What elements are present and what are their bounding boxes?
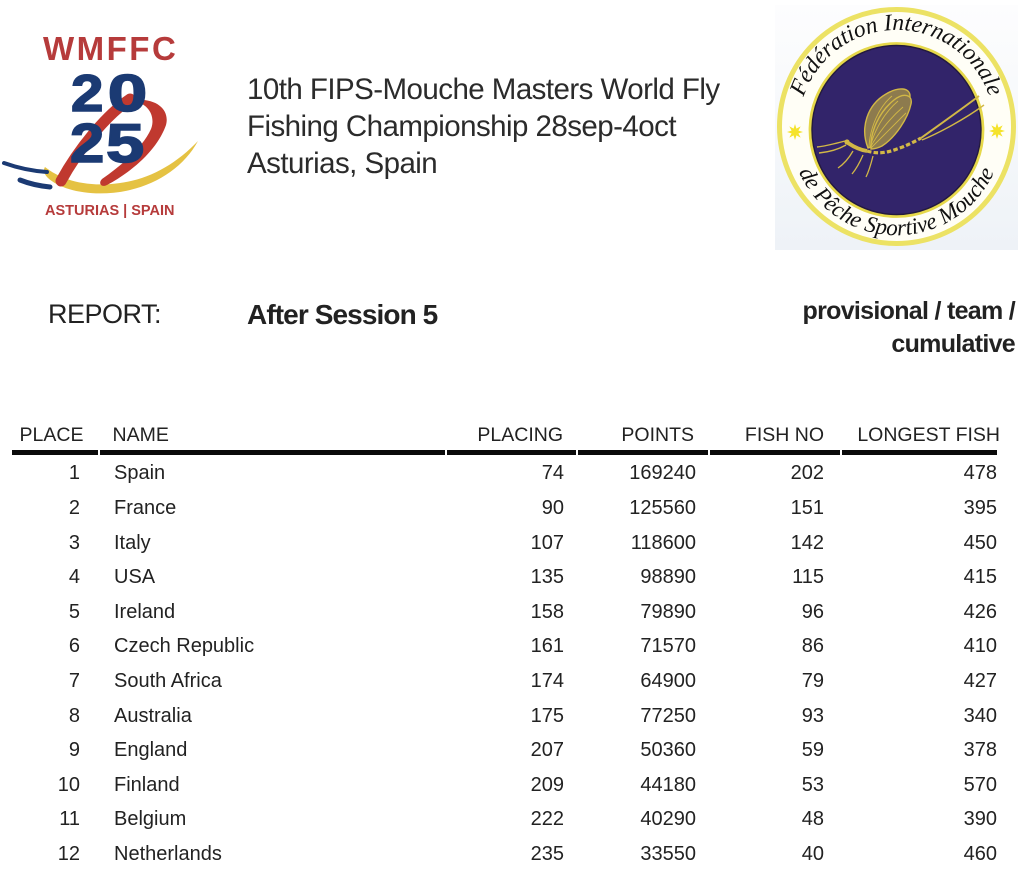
svg-text:2: 2	[71, 64, 103, 122]
svg-text:5: 5	[106, 113, 144, 174]
svg-text:ASTURIAS | SPAIN: ASTURIAS | SPAIN	[45, 203, 174, 219]
svg-text:2: 2	[70, 113, 104, 174]
svg-text:0: 0	[108, 65, 147, 123]
svg-text:WMFFC: WMFFC	[43, 30, 178, 67]
